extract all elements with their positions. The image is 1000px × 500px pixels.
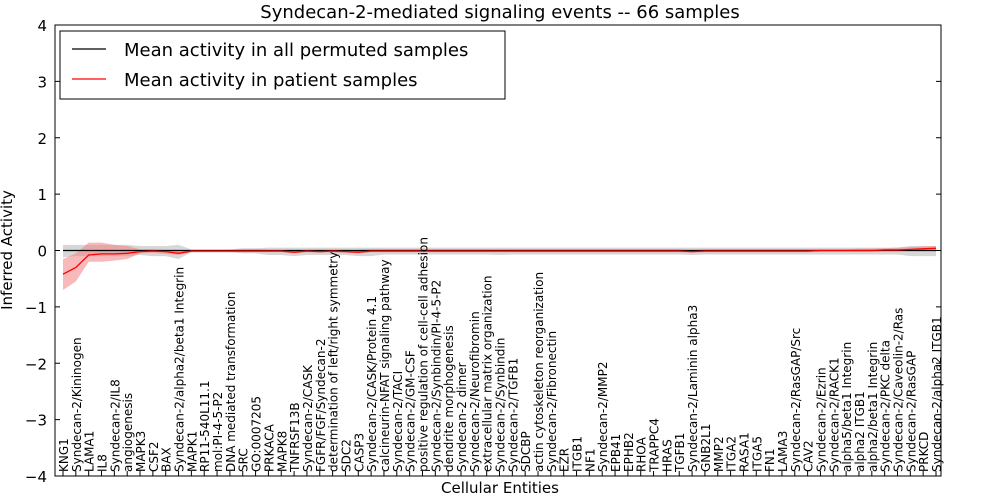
x-tick-label: RHOA — [635, 436, 649, 472]
x-tick-label: CAV2 — [802, 440, 816, 472]
x-tick-label: MAPK8 — [275, 431, 289, 472]
x-tick-label: Syndecan-2/Neurofibromin — [468, 311, 482, 472]
x-tick-label: FGFR/FGF/Syndecan-2 — [314, 339, 328, 472]
x-tick-label: Syndecan-2/PKC delta — [879, 340, 893, 472]
x-tick-label: Syndecan-2/alpha2 ITGB1 — [930, 316, 944, 472]
x-tick-label: LAMA1 — [83, 431, 97, 472]
x-tick-label: Syndecan-2/TGFB1 — [506, 358, 520, 472]
legend-box — [59, 30, 506, 100]
x-tick-label: ITGA2 — [725, 436, 739, 472]
x-tick-label: GNB2L1 — [699, 424, 713, 472]
x-tick-label: Syndecan-2/Laminin alpha3 — [686, 305, 700, 472]
x-tick-label: Syndecan-2/RACK1 — [827, 357, 841, 472]
x-tick-label: Syndecan-2 dimer — [455, 362, 469, 472]
x-tick-label: GO:0007205 — [250, 396, 264, 472]
x-tick-label: calcineurin-NFAT signaling pathway — [378, 259, 392, 472]
bands-layer — [63, 242, 936, 290]
x-tick-label: FN1 — [763, 448, 777, 472]
x-tick-label: TRAPPC4 — [648, 418, 662, 473]
x-tick-label: alpha2 ITGB1 — [853, 391, 867, 472]
y-tick-label: −1 — [25, 299, 47, 317]
x-tick-label: dendrite morphogenesis — [442, 325, 456, 472]
x-tick-label: RP11-540L11.1 — [198, 381, 212, 472]
x-tick-label: Syndecan-2/IL8 — [108, 379, 122, 472]
x-axis: KNG1Syndecan-2/KininogenLAMA1IL8Syndecan… — [57, 237, 944, 476]
x-tick-label: EPB41 — [609, 434, 623, 472]
x-tick-label: SDC2 — [339, 439, 353, 472]
x-tick-label: Syndecan-2/RasGAP — [904, 351, 918, 472]
x-tick-label: TGFB1 — [673, 433, 687, 473]
x-tick-label: BAX — [160, 447, 174, 472]
x-tick-label: mol:PI-4-5-P2 — [211, 392, 225, 472]
x-tick-label: SRC — [237, 448, 251, 472]
y-tick-label: 4 — [37, 17, 47, 35]
x-tick-label: CASP3 — [352, 433, 366, 472]
x-tick-label: alpha2/beta1 Integrin — [866, 342, 880, 472]
x-tick-label: IL8 — [96, 454, 110, 472]
legend-label-permuted: Mean activity in all permuted samples — [124, 40, 468, 61]
x-tick-label: Syndecan-2/Synbindin/PI-4-5-P2 — [429, 280, 443, 472]
x-tick-label: alpha5/beta1 Integrin — [840, 342, 854, 472]
y-axis-label: Inferred Activity — [0, 190, 16, 310]
y-tick-label: 3 — [37, 73, 47, 91]
x-tick-label: LAMA3 — [776, 431, 790, 472]
x-tick-label: PRKACA — [262, 423, 276, 472]
x-tick-label: Syndecan-2/Synbindin — [494, 338, 508, 472]
x-tick-label: KNG1 — [57, 438, 71, 472]
x-tick-label: EPHB2 — [622, 432, 636, 472]
x-tick-label: RASA1 — [737, 432, 751, 472]
y-tick-label: 2 — [37, 130, 47, 148]
x-tick-label: Syndecan-2/TACI — [391, 371, 405, 472]
x-tick-label: Syndecan-2/Kininogen — [70, 337, 84, 472]
x-tick-label: DNA mediated transformation — [224, 292, 238, 472]
x-tick-label: Syndecan-2/CASK/Protein 4.1 — [365, 296, 379, 472]
x-tick-label: HRAS — [660, 439, 674, 472]
legend-label-patient: Mean activity in patient samples — [124, 70, 418, 91]
x-tick-label: Syndecan-2/Ezrin — [814, 367, 828, 472]
x-tick-label: NF1 — [583, 448, 597, 472]
x-tick-label: ITGB1 — [571, 436, 585, 472]
y-tick-label: −2 — [25, 355, 47, 373]
x-tick-label: Syndecan-2/RasGAP/Src — [789, 328, 803, 472]
x-tick-label: MMP2 — [712, 436, 726, 472]
y-tick-label: 1 — [37, 186, 47, 204]
x-tick-label: PRKCD — [917, 432, 931, 472]
x-tick-label: Syndecan-2/Fibronectin — [545, 331, 559, 472]
x-tick-label: angiogenesis — [121, 393, 135, 472]
x-tick-label: extracellular matrix organization — [481, 276, 495, 473]
chart-title: Syndecan-2-mediated signaling events -- … — [260, 2, 739, 23]
x-tick-label: Syndecan-2/alpha2/beta1 Integrin — [173, 267, 187, 472]
x-tick-label: Syndecan-2/CASK — [301, 364, 315, 472]
patient-mean-line — [62, 247, 937, 275]
x-tick-label: actin cytoskeleton reorganization — [532, 272, 546, 472]
legend: Mean activity in all permuted samples Me… — [59, 30, 506, 100]
y-axis: −4 −3 −2 −1 0 1 2 3 4 — [25, 17, 941, 486]
x-tick-label: Syndecan-2/MMP2 — [596, 362, 610, 472]
x-tick-label: determination of left/right symmetry — [327, 252, 341, 472]
y-tick-label: −3 — [25, 412, 47, 430]
x-tick-label: TNFRSF13B — [288, 402, 302, 473]
x-tick-label: MAPK3 — [134, 431, 148, 472]
patient-band — [63, 242, 936, 290]
x-tick-label: Syndecan-2/Caveolin-2/Ras — [891, 308, 905, 472]
x-tick-label: Syndecan-2/GM-CSF — [404, 350, 418, 472]
y-tick-label: −4 — [25, 468, 47, 486]
x-tick-label: EZR — [558, 448, 572, 472]
x-tick-label: CSF2 — [147, 441, 161, 472]
x-tick-label: ITGA5 — [750, 436, 764, 472]
x-axis-label: Cellular Entities — [441, 479, 559, 497]
x-tick-label: positive regulation of cell-cell adhesio… — [416, 237, 430, 472]
lines-layer — [62, 247, 937, 275]
x-tick-label: MAPK1 — [185, 431, 199, 472]
x-tick-label: SDCBP — [519, 431, 533, 472]
y-tick-label: 0 — [37, 243, 47, 261]
